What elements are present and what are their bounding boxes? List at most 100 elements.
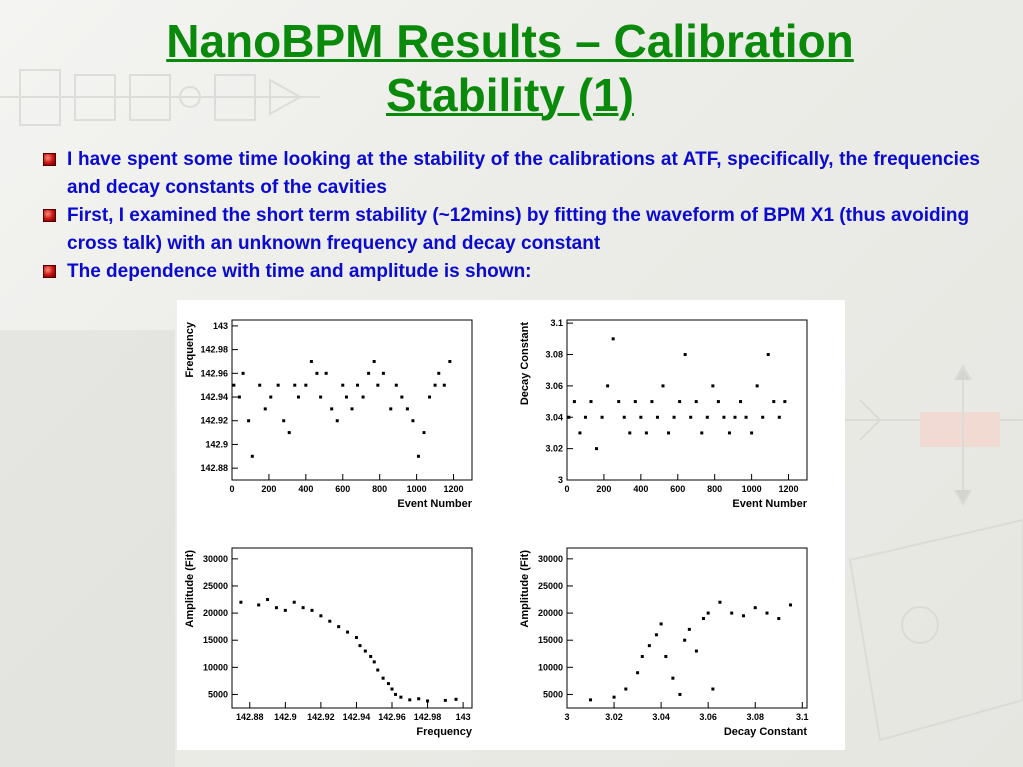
data-point	[319, 395, 323, 399]
data-point	[354, 635, 358, 639]
x-axis-label: Frequency	[416, 726, 473, 738]
data-point	[293, 383, 297, 387]
y-tick-label: 25000	[538, 581, 563, 591]
data-point	[672, 415, 676, 419]
data-point	[282, 419, 286, 423]
y-tick-label: 30000	[203, 554, 228, 564]
data-point	[381, 371, 385, 375]
plot-frame	[231, 547, 473, 709]
data-point	[390, 687, 394, 691]
data-point	[276, 383, 280, 387]
data-point	[356, 383, 360, 387]
data-point	[324, 371, 328, 375]
data-point	[617, 400, 621, 404]
data-point	[399, 695, 403, 699]
plot-frame	[566, 547, 808, 709]
data-point	[727, 431, 731, 435]
data-point	[400, 395, 404, 399]
data-point	[628, 431, 632, 435]
x-tick-label: 1200	[779, 484, 799, 494]
data-point	[633, 400, 637, 404]
data-point	[287, 431, 291, 435]
bullet-item: First, I examined the short term stabili…	[40, 202, 980, 258]
data-point	[739, 400, 743, 404]
data-point	[337, 625, 341, 629]
x-axis-label: Decay Constant	[724, 726, 807, 738]
y-tick-label: 15000	[538, 635, 563, 645]
data-point	[335, 419, 339, 423]
data-point	[659, 622, 663, 626]
title-line-1: NanoBPM Results – Calibration	[166, 15, 854, 67]
data-point	[257, 603, 261, 607]
data-point	[694, 400, 698, 404]
data-point	[417, 697, 421, 701]
y-tick-label: 142.92	[200, 416, 228, 426]
data-point	[789, 603, 793, 607]
plot-frame	[566, 319, 808, 481]
data-point	[589, 698, 593, 702]
data-point	[448, 359, 452, 363]
x-tick-label: 142.96	[378, 712, 406, 722]
data-point	[263, 407, 267, 411]
data-point	[296, 395, 300, 399]
data-point	[606, 384, 610, 388]
data-point	[636, 671, 640, 675]
x-tick-label: 1200	[444, 484, 464, 494]
x-axis-label: Event Number	[732, 498, 807, 510]
data-point	[700, 431, 704, 435]
bullet-list: I have spent some time looking at the st…	[40, 146, 980, 286]
y-tick-label: 142.9	[205, 439, 228, 449]
x-tick-label: 3.02	[605, 712, 623, 722]
data-point	[711, 687, 715, 691]
data-point	[283, 608, 287, 612]
data-point	[639, 415, 643, 419]
data-point	[442, 383, 446, 387]
data-point	[718, 600, 722, 604]
y-axis-label: Amplitude (Fit)	[184, 550, 196, 628]
x-tick-label: 3.1	[796, 712, 809, 722]
data-point	[661, 384, 665, 388]
data-point	[372, 660, 376, 664]
x-tick-label: 142.98	[414, 712, 442, 722]
data-point	[678, 400, 682, 404]
data-point	[266, 598, 270, 602]
x-tick-label: 3.06	[699, 712, 717, 722]
data-point	[237, 395, 241, 399]
x-tick-label: 3.08	[746, 712, 764, 722]
data-point	[232, 383, 236, 387]
y-tick-label: 20000	[203, 608, 228, 618]
data-point	[443, 698, 447, 702]
y-tick-label: 3.06	[545, 381, 563, 391]
data-point	[683, 353, 687, 357]
x-tick-label: 400	[633, 484, 648, 494]
data-point	[344, 395, 348, 399]
data-point	[247, 419, 251, 423]
data-point	[622, 415, 626, 419]
data-point	[346, 630, 350, 634]
x-tick-label: 800	[372, 484, 387, 494]
bullet-marker-icon	[43, 153, 56, 166]
data-point	[369, 654, 373, 658]
data-point	[315, 371, 319, 375]
y-tick-label: 3.02	[545, 444, 563, 454]
data-point	[654, 633, 658, 637]
data-point	[772, 400, 776, 404]
data-point	[705, 415, 709, 419]
data-point	[301, 606, 305, 610]
y-tick-label: 20000	[538, 608, 563, 618]
data-point	[372, 359, 376, 363]
data-point	[367, 371, 371, 375]
data-point	[454, 697, 458, 701]
data-point	[777, 617, 781, 621]
y-tick-label: 3.08	[545, 350, 563, 360]
data-point	[363, 649, 367, 653]
data-point	[730, 611, 734, 615]
bullet-item: The dependence with time and amplitude i…	[40, 258, 980, 286]
data-point	[241, 371, 245, 375]
data-point	[567, 415, 571, 419]
x-tick-label: 142.92	[307, 712, 335, 722]
x-tick-label: 0	[229, 484, 234, 494]
data-point	[319, 614, 323, 618]
data-point	[386, 682, 390, 686]
data-point	[422, 431, 426, 435]
